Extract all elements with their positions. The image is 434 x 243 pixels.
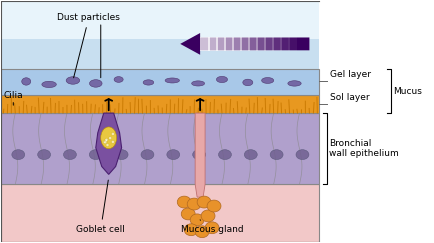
Ellipse shape — [184, 224, 197, 236]
Bar — [1, 1, 319, 39]
Ellipse shape — [89, 150, 102, 160]
Ellipse shape — [216, 76, 227, 83]
Bar — [1, 69, 319, 95]
Ellipse shape — [111, 140, 114, 143]
Ellipse shape — [108, 137, 112, 139]
Ellipse shape — [143, 80, 153, 85]
Ellipse shape — [287, 81, 300, 86]
Ellipse shape — [191, 81, 204, 86]
Ellipse shape — [114, 77, 123, 82]
Text: Gel layer: Gel layer — [329, 70, 371, 79]
Ellipse shape — [42, 81, 56, 87]
Ellipse shape — [104, 139, 107, 142]
Ellipse shape — [22, 78, 31, 85]
Ellipse shape — [12, 150, 25, 160]
Ellipse shape — [38, 150, 50, 160]
Text: Dust particles: Dust particles — [57, 13, 120, 78]
Bar — [263, 37, 273, 51]
Ellipse shape — [181, 208, 195, 220]
Ellipse shape — [190, 214, 204, 226]
FancyArrow shape — [180, 33, 309, 55]
Bar — [255, 37, 265, 51]
Ellipse shape — [101, 127, 116, 149]
Ellipse shape — [115, 150, 128, 160]
Ellipse shape — [242, 79, 252, 86]
Bar — [1, 113, 319, 184]
Bar — [1, 184, 319, 242]
Ellipse shape — [204, 222, 218, 234]
Ellipse shape — [207, 200, 220, 212]
Ellipse shape — [111, 132, 114, 135]
Text: Goblet cell: Goblet cell — [76, 180, 125, 234]
Text: Bronchial
wall epithelium: Bronchial wall epithelium — [329, 139, 398, 158]
Ellipse shape — [197, 196, 210, 208]
Ellipse shape — [141, 150, 154, 160]
Ellipse shape — [218, 150, 231, 160]
Bar — [1, 1, 319, 69]
Bar — [200, 37, 210, 51]
Bar — [287, 37, 297, 51]
Ellipse shape — [104, 141, 107, 144]
Text: Mucus: Mucus — [392, 87, 421, 96]
Bar — [279, 37, 289, 51]
Ellipse shape — [66, 77, 79, 84]
Text: Sol layer: Sol layer — [329, 93, 369, 102]
Ellipse shape — [192, 150, 205, 160]
Ellipse shape — [177, 196, 191, 208]
Bar — [207, 37, 217, 51]
Ellipse shape — [165, 78, 179, 83]
Ellipse shape — [261, 78, 273, 83]
Ellipse shape — [195, 226, 209, 238]
Bar — [231, 37, 241, 51]
Ellipse shape — [201, 210, 214, 222]
Text: Mucous gland: Mucous gland — [180, 220, 243, 234]
Ellipse shape — [89, 80, 102, 87]
Polygon shape — [195, 113, 204, 197]
Ellipse shape — [103, 141, 106, 144]
Ellipse shape — [270, 150, 283, 160]
Ellipse shape — [167, 150, 179, 160]
Bar — [216, 37, 225, 51]
Ellipse shape — [295, 150, 308, 160]
Ellipse shape — [187, 198, 201, 210]
Ellipse shape — [106, 144, 109, 147]
Bar — [239, 37, 249, 51]
Ellipse shape — [244, 150, 256, 160]
Ellipse shape — [105, 138, 108, 141]
Polygon shape — [95, 113, 122, 174]
Bar — [271, 37, 281, 51]
Bar — [247, 37, 257, 51]
Bar — [224, 37, 233, 51]
Ellipse shape — [63, 150, 76, 160]
Text: Cilia: Cilia — [3, 91, 23, 105]
Bar — [1, 95, 319, 113]
